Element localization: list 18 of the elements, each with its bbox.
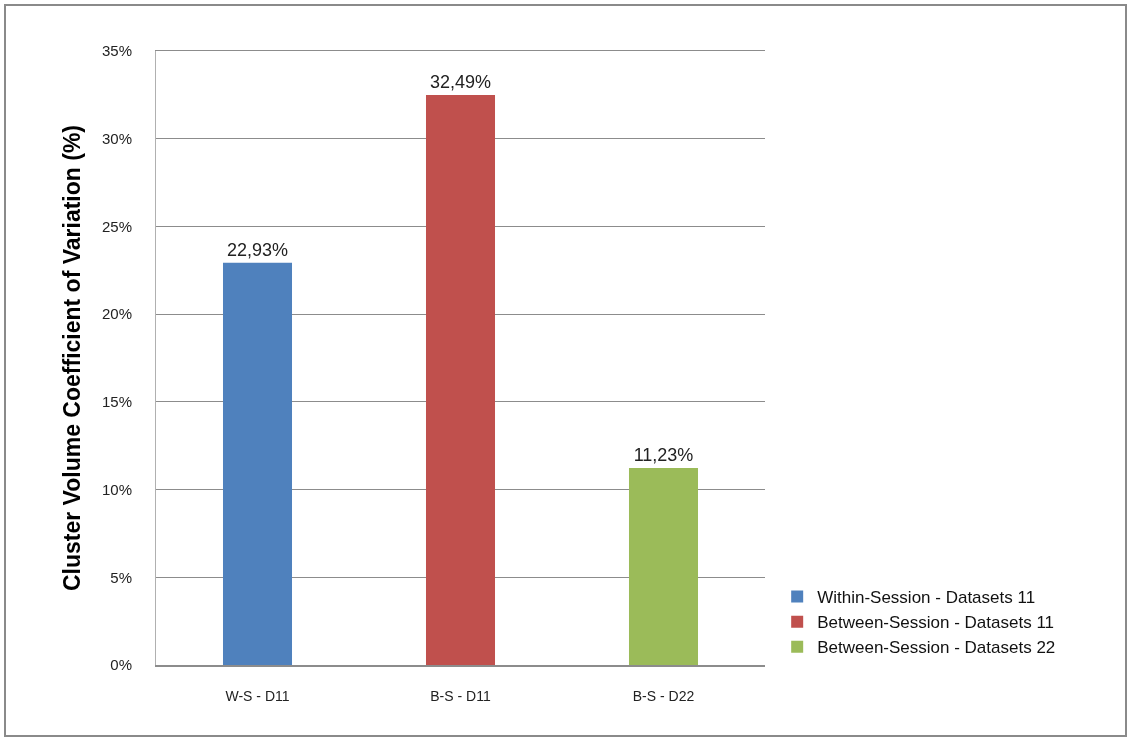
- legend-label: Between-Session - Datasets 22: [817, 638, 1056, 658]
- y-tick-label: 10%: [101, 480, 132, 498]
- legend-label: Within-Session - Datasets 11: [817, 588, 1036, 608]
- y-tick-label: 35%: [101, 42, 132, 60]
- y-tick-label: 0%: [110, 656, 132, 674]
- x-tick-label: B-S - D11: [430, 688, 491, 705]
- y-tick-label: 25%: [101, 217, 132, 235]
- x-tick-label: W-S - D11: [225, 688, 290, 705]
- y-tick-label: 15%: [101, 393, 132, 411]
- y-axis-title: Cluster Volume Coefficient of Variation (%): [59, 124, 86, 592]
- legend-label: Between-Session - Datasets 11: [817, 613, 1055, 633]
- y-tick-label: 30%: [101, 129, 132, 147]
- y-tick-label: 5%: [110, 568, 132, 586]
- x-tick-label: B-S - D22: [632, 688, 695, 705]
- y-tick-label: 20%: [101, 305, 132, 323]
- data-label: 32,49%: [429, 72, 492, 93]
- data-label: 22,93%: [226, 239, 289, 260]
- data-label: 11,23%: [633, 444, 694, 465]
